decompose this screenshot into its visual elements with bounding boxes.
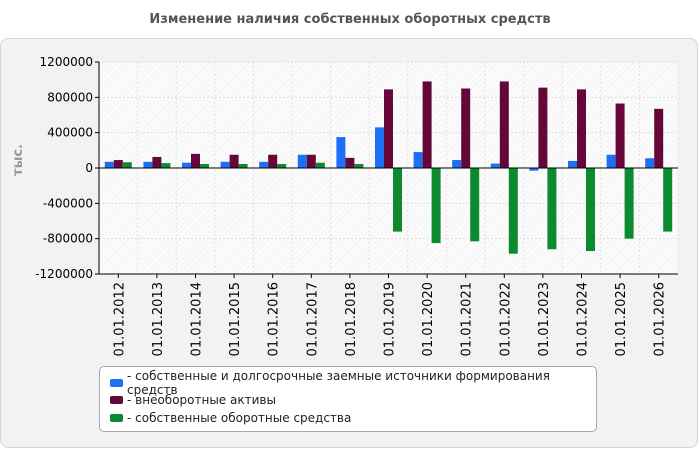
x-tick-label: 01.01.2022 bbox=[498, 282, 513, 356]
bar bbox=[259, 161, 269, 168]
y-tick-label: 400000 bbox=[47, 126, 93, 140]
y-tick-label: -1200000 bbox=[35, 267, 93, 281]
x-tick-label: 01.01.2020 bbox=[421, 282, 436, 356]
bar bbox=[229, 154, 239, 168]
bar bbox=[529, 168, 539, 171]
axes: 1200000 800000 400000 0 -400000 -800000 -12000… bbox=[35, 55, 678, 356]
legend-swatch bbox=[110, 378, 123, 387]
bar bbox=[393, 168, 402, 232]
bar bbox=[615, 103, 625, 168]
x-tick-label: 01.01.2013 bbox=[151, 282, 166, 356]
bar bbox=[645, 158, 655, 168]
y-axis-label: тыс. bbox=[11, 144, 26, 176]
legend-label: - собственные оборотные средства bbox=[127, 410, 352, 425]
bar bbox=[470, 168, 480, 242]
bar bbox=[499, 81, 509, 168]
bar bbox=[277, 164, 287, 168]
bar bbox=[306, 154, 316, 168]
legend-label: - внеоборотные активы bbox=[127, 393, 276, 408]
y-tick-label: 0 bbox=[85, 161, 93, 175]
bar bbox=[375, 127, 384, 168]
x-tick-label: 01.01.2015 bbox=[228, 282, 243, 356]
bar bbox=[200, 164, 209, 168]
bar bbox=[122, 162, 132, 168]
bar bbox=[315, 162, 325, 168]
x-tick-label: 01.01.2016 bbox=[267, 282, 282, 356]
bar bbox=[336, 137, 346, 168]
bar bbox=[413, 152, 423, 168]
bar bbox=[547, 168, 557, 250]
bar bbox=[238, 164, 248, 168]
bar bbox=[654, 108, 664, 168]
bar bbox=[422, 81, 432, 168]
legend-item: - внеоборотные активы bbox=[110, 392, 596, 410]
bar bbox=[431, 168, 441, 244]
bar bbox=[586, 168, 595, 252]
x-tick-label: 01.01.2014 bbox=[190, 282, 205, 356]
x-tick-label: 01.01.2019 bbox=[383, 282, 398, 356]
bar bbox=[568, 160, 577, 168]
bar bbox=[104, 161, 114, 168]
chart-title: Изменение наличия собственных оборотных … bbox=[149, 12, 551, 27]
y-tick-label: 800000 bbox=[47, 90, 93, 104]
x-tick-label: 01.01.2023 bbox=[537, 282, 552, 356]
x-tick-label: 01.01.2024 bbox=[576, 282, 591, 356]
bar bbox=[663, 168, 673, 232]
x-tick-label: 01.01.2025 bbox=[614, 282, 629, 356]
bar bbox=[354, 164, 364, 168]
bar bbox=[191, 153, 200, 168]
x-tick-label: 01.01.2012 bbox=[112, 282, 127, 356]
bar bbox=[577, 89, 586, 168]
legend: - собственные и долгосрочные заемные ист… bbox=[99, 366, 597, 432]
legend-item: - собственные оборотные средства bbox=[110, 409, 596, 427]
bar bbox=[297, 154, 307, 168]
bar bbox=[384, 89, 393, 168]
x-tick-label: 01.01.2018 bbox=[344, 282, 359, 356]
bar bbox=[345, 157, 355, 168]
bar bbox=[461, 88, 471, 168]
x-tick-label: 01.01.2017 bbox=[305, 282, 320, 356]
bar bbox=[152, 156, 162, 168]
bar bbox=[538, 87, 548, 168]
bar bbox=[113, 160, 123, 168]
bar bbox=[268, 154, 278, 168]
bar bbox=[508, 168, 518, 254]
legend-item: - собственные и долгосрочные заемные ист… bbox=[110, 369, 596, 397]
y-tick-label: -400000 bbox=[43, 196, 93, 210]
bar bbox=[220, 161, 230, 168]
bar bbox=[606, 154, 616, 168]
legend-label: - собственные и долгосрочные заемные ист… bbox=[127, 368, 550, 397]
x-tick-label: 01.01.2026 bbox=[653, 282, 668, 356]
bar bbox=[490, 163, 500, 168]
y-tick-label: -800000 bbox=[43, 232, 93, 246]
y-tick-label: 1200000 bbox=[40, 55, 93, 69]
legend-swatch bbox=[110, 413, 123, 422]
bar bbox=[143, 161, 153, 168]
bar bbox=[452, 160, 462, 168]
bar bbox=[624, 168, 634, 239]
legend-swatch bbox=[110, 396, 123, 405]
bar bbox=[182, 162, 191, 168]
bar bbox=[161, 163, 171, 168]
bars bbox=[104, 81, 673, 254]
x-tick-label: 01.01.2021 bbox=[460, 282, 475, 356]
